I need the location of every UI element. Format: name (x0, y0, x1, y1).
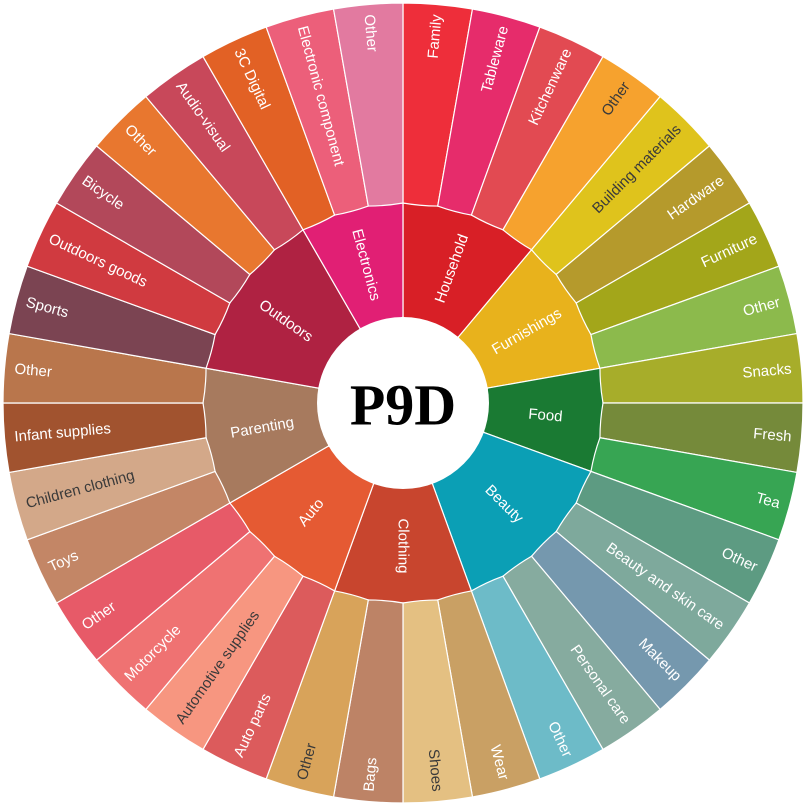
subcategory-label-clothing-shoes: Shoes (425, 748, 446, 792)
subcategory-label-parenting-other: Other (14, 361, 53, 381)
subcategory-label-food-tea: Tea (754, 489, 782, 512)
category-label-food: Food (528, 406, 564, 426)
chart-title: P9D (350, 373, 456, 438)
subcategory-label-food-snacks: Snacks (742, 361, 792, 382)
category-label-clothing: Clothing (395, 518, 412, 573)
subcategory-label-electronics-other: Other (361, 14, 381, 53)
subcategory-label-food-fresh: Fresh (753, 425, 793, 445)
subcategory-slice-electronics-other (332, 2, 404, 207)
center-circle (317, 317, 489, 489)
subcategory-label-clothing-bags: Bags (361, 757, 381, 793)
subcategory-label-household-family: Family (425, 13, 446, 59)
